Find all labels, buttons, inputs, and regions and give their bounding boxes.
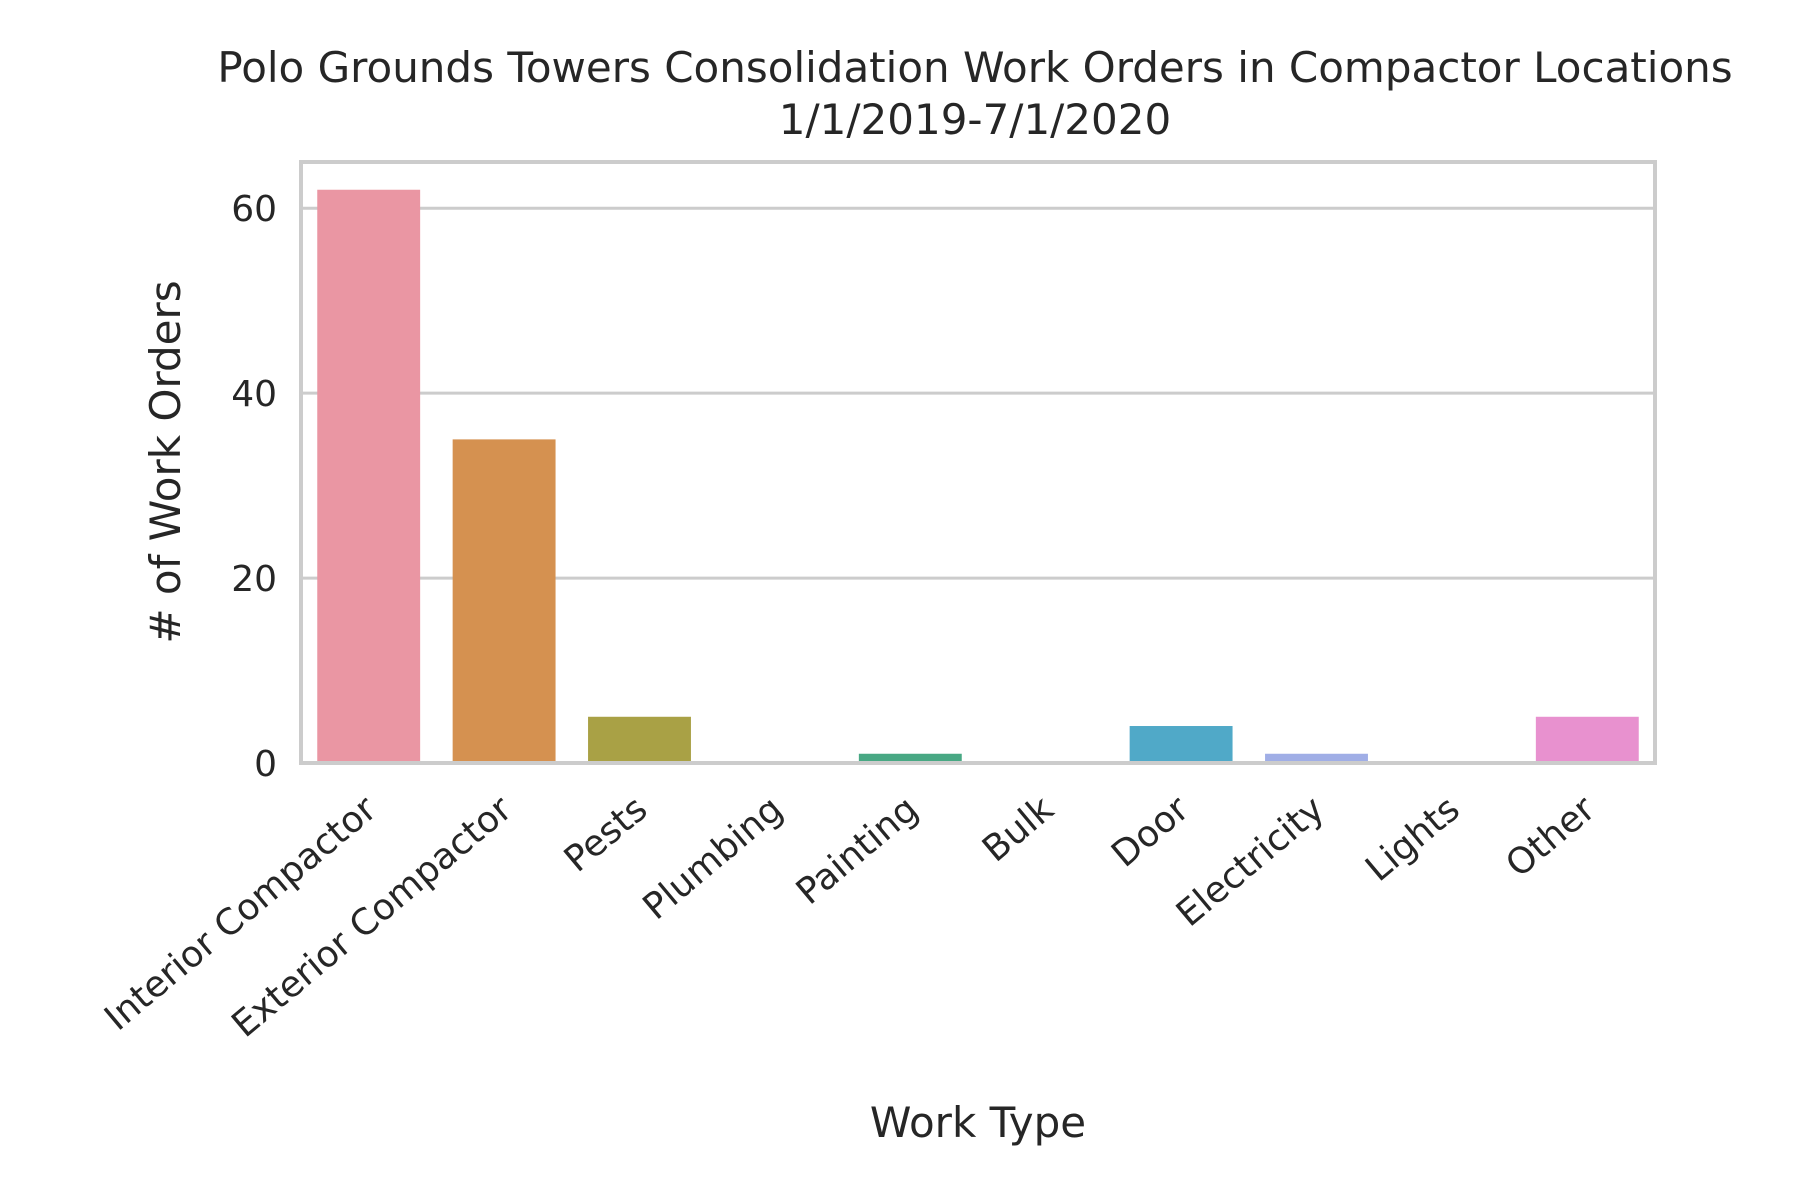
- bar-pests: [588, 716, 691, 763]
- y-tick-label-1: 20: [231, 559, 277, 600]
- y-tick-labels: 0 20 40 60: [231, 189, 277, 785]
- chart-title: Polo Grounds Towers Consolidation Work O…: [217, 43, 1732, 92]
- bar-door: [1129, 726, 1233, 763]
- x-axis-label: Work Type: [870, 1098, 1086, 1147]
- bar-other: [1535, 716, 1639, 763]
- bar-interior-compactor: [317, 189, 421, 763]
- y-tick-label-0: 0: [254, 744, 277, 785]
- plot-frame: [299, 160, 1657, 765]
- bar-exterior-compactor: [452, 439, 556, 763]
- chart-subtitle: 1/1/2019-7/1/2020: [779, 95, 1171, 144]
- x-tick-label-electricity: Electricity: [1169, 788, 1332, 934]
- y-axis-label: # of Work Orders: [141, 280, 190, 643]
- x-tick-label-painting: Painting: [789, 788, 926, 912]
- y-tick-label-2: 40: [231, 374, 277, 415]
- bars: [317, 189, 1639, 763]
- x-tick-label-other: Other: [1498, 788, 1603, 885]
- bar-painting: [858, 753, 962, 763]
- x-tick-label-bulk: Bulk: [975, 788, 1062, 870]
- x-tick-label-lights: Lights: [1358, 788, 1468, 889]
- x-tick-label-door: Door: [1104, 788, 1197, 875]
- bar-electricity: [1265, 753, 1368, 763]
- y-tick-label-3: 60: [231, 189, 277, 230]
- x-tick-label-plumbing: Plumbing: [636, 788, 791, 927]
- x-tick-label-pests: Pests: [557, 788, 656, 880]
